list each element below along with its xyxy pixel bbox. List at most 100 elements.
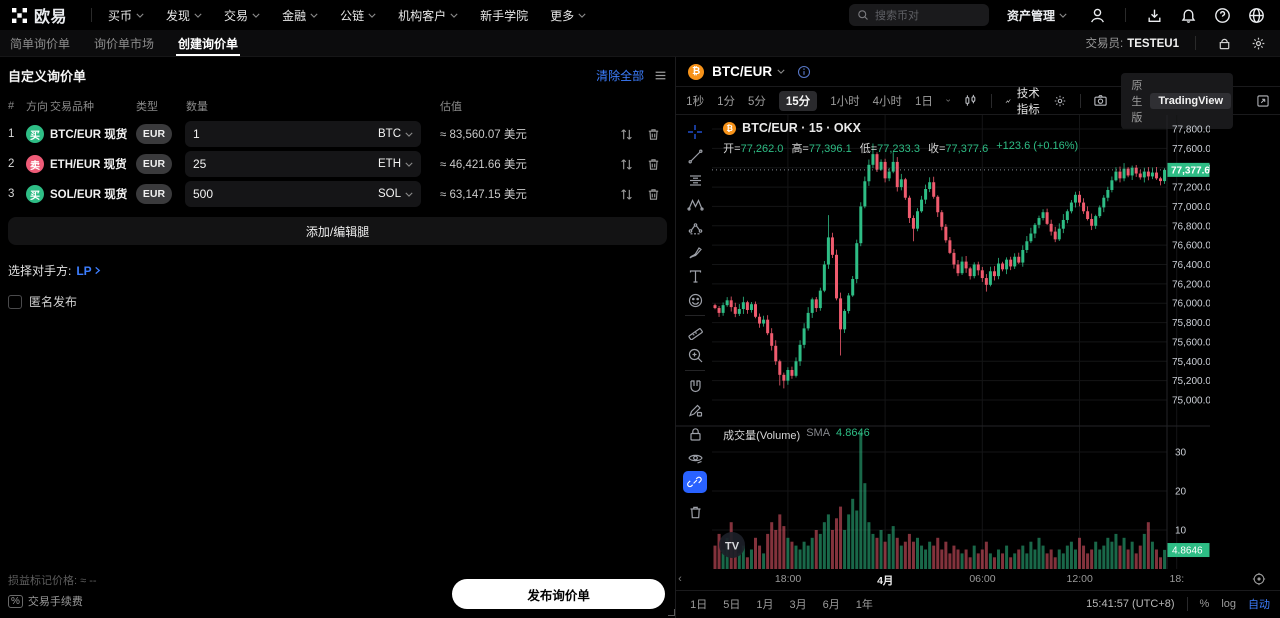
magnet-tool-icon[interactable] xyxy=(682,374,708,398)
interval-1m[interactable]: 1分 xyxy=(717,95,735,108)
download-app-icon[interactable] xyxy=(1142,3,1166,27)
indicators-button[interactable]: 技术指标 xyxy=(1005,85,1040,117)
collapse-panel-icon[interactable]: ‹ xyxy=(678,573,682,585)
menu-discover[interactable]: 发现 xyxy=(166,7,202,24)
swap-side-icon[interactable] xyxy=(619,187,634,202)
time-axis[interactable]: ‹ 18:00 4月 06:00 12:00 18: xyxy=(676,569,1280,591)
screenshot-icon[interactable] xyxy=(1093,93,1108,108)
interval-5m[interactable]: 5分 xyxy=(747,95,766,108)
anonymous-checkbox[interactable] xyxy=(8,294,22,309)
pair-info-icon[interactable] xyxy=(797,65,811,79)
menu-chain[interactable]: 公链 xyxy=(340,7,376,24)
menu-academy[interactable]: 新手学院 xyxy=(480,8,529,23)
fullscreen-icon[interactable] xyxy=(1256,94,1270,108)
add-edit-legs-button[interactable]: 添加/编辑腿 xyxy=(8,217,668,245)
publish-rfq-button[interactable]: 发布询价单 xyxy=(452,579,666,609)
menu-finance[interactable]: 金融 xyxy=(282,7,318,24)
trader-name: TESTEU1 xyxy=(1127,38,1179,50)
amount-input[interactable]: 1 BTC xyxy=(185,121,421,147)
zoom-in-tool-icon[interactable] xyxy=(682,343,708,367)
time-axis-label: 18:00 xyxy=(774,573,802,585)
emoji-tool-icon[interactable] xyxy=(682,288,708,312)
svg-text:76,600.0: 76,600.0 xyxy=(1172,241,1210,252)
amount-input[interactable]: 500 SOL xyxy=(185,181,421,207)
log-scale-toggle[interactable]: log xyxy=(1221,598,1236,610)
type-pill[interactable]: EUR xyxy=(136,184,172,204)
more-intervals-icon[interactable] xyxy=(946,98,951,103)
crosshair-tool-icon[interactable] xyxy=(682,120,708,144)
interval-1d[interactable]: 1日 xyxy=(915,95,933,108)
trendline-tool-icon[interactable] xyxy=(682,144,708,168)
assets-menu[interactable]: 资产管理 xyxy=(1007,7,1067,24)
go-to-realtime-icon[interactable] xyxy=(1252,572,1266,591)
leg-valuation: ≈ 83,560.07 美元 xyxy=(440,129,527,141)
divider xyxy=(685,315,706,316)
type-pill[interactable]: EUR xyxy=(136,124,172,144)
amount-input[interactable]: 25 ETH xyxy=(185,151,421,177)
text-tool-icon[interactable] xyxy=(682,264,708,288)
unit-selector[interactable]: ETH xyxy=(378,158,413,170)
interval-1s[interactable]: 1秒 xyxy=(686,95,705,108)
language-globe-icon[interactable] xyxy=(1244,3,1268,27)
chart-settings-icon[interactable] xyxy=(1053,94,1067,108)
help-icon[interactable] xyxy=(1210,3,1234,27)
delete-leg-icon[interactable] xyxy=(646,187,661,202)
menu-trade[interactable]: 交易 xyxy=(224,7,260,24)
unit-selector[interactable]: BTC xyxy=(378,128,413,140)
range-6mo[interactable]: 6月 xyxy=(822,599,840,611)
remove-drawings-icon[interactable] xyxy=(682,500,708,524)
interval-1h[interactable]: 1小时 xyxy=(830,95,860,108)
profile-icon[interactable] xyxy=(1085,3,1109,27)
measure-tool-icon[interactable] xyxy=(682,319,708,343)
auto-scale-toggle[interactable]: 自动 xyxy=(1248,599,1270,611)
brush-tool-icon[interactable] xyxy=(682,240,708,264)
lock-all-icon[interactable] xyxy=(682,422,708,446)
menu-buy-crypto[interactable]: 买币 xyxy=(108,7,144,24)
menu-institutional[interactable]: 机构客户 xyxy=(398,7,458,24)
panel-menu-icon[interactable] xyxy=(654,69,667,82)
pair-selector[interactable]: ETH/EUR 现货 xyxy=(50,156,130,172)
percent-scale-toggle[interactable]: % xyxy=(1199,598,1210,610)
chart-style-icon[interactable] xyxy=(963,93,978,108)
resize-handle[interactable] xyxy=(668,609,676,616)
okx-logo[interactable]: 欧易 xyxy=(12,3,67,27)
pair-title-dropdown[interactable]: BTC/EUR xyxy=(712,64,785,79)
top-navbar: 欧易 买币 发现 交易 金融 公链 机构客户 新手学院 更多 搜索币对 资产管理 xyxy=(0,0,1280,30)
pair-selector[interactable]: BTC/EUR 现货 xyxy=(50,126,130,142)
interval-4h[interactable]: 4小时 xyxy=(872,95,902,108)
tab-simple-rfq[interactable]: 简单询价单 xyxy=(10,36,71,51)
swap-side-icon[interactable] xyxy=(619,127,634,142)
search-input[interactable]: 搜索币对 xyxy=(848,4,989,26)
settings-gear-icon[interactable] xyxy=(1246,31,1270,55)
chart-clock[interactable]: 15:41:57 (UTC+8) xyxy=(1086,598,1175,610)
swap-side-icon[interactable] xyxy=(619,157,634,172)
tab-create-rfq[interactable]: 创建询价单 xyxy=(176,30,241,56)
hide-drawings-icon[interactable] xyxy=(682,446,708,470)
type-pill[interactable]: EUR xyxy=(136,154,172,174)
pattern-tool-icon[interactable] xyxy=(682,192,708,216)
tab-rfq-market[interactable]: 询价单市场 xyxy=(94,36,155,51)
desk-icon[interactable] xyxy=(1212,31,1236,55)
tradingview-option[interactable]: TradingView xyxy=(1150,92,1231,109)
interval-15m[interactable]: 15分 xyxy=(778,90,818,111)
unit-selector[interactable]: SOL xyxy=(378,188,413,200)
delete-leg-icon[interactable] xyxy=(646,157,661,172)
pair-selector[interactable]: SOL/EUR 现货 xyxy=(50,186,130,202)
delete-leg-icon[interactable] xyxy=(646,127,661,142)
sync-drawings-icon[interactable] xyxy=(683,471,708,493)
range-1mo[interactable]: 1月 xyxy=(756,599,774,611)
clear-all-link[interactable]: 清除全部 xyxy=(596,68,645,83)
range-3mo[interactable]: 3月 xyxy=(789,599,807,611)
draw-lock-icon[interactable] xyxy=(682,398,708,422)
native-chart-option[interactable]: 原生版 xyxy=(1131,79,1143,124)
range-1y[interactable]: 1年 xyxy=(855,599,873,611)
price-chart-svg[interactable]: 75,000.0 75,200.0 75,400.0 75,600.0 75,800.0… xyxy=(676,115,1211,569)
menu-more[interactable]: 更多 xyxy=(550,7,586,24)
position-tool-icon[interactable] xyxy=(682,216,708,240)
range-1d[interactable]: 1日 xyxy=(690,599,708,611)
pnl-mark-label: 损益标记价格: xyxy=(8,575,78,587)
range-5d[interactable]: 5日 xyxy=(723,599,741,611)
notifications-icon[interactable] xyxy=(1176,3,1200,27)
counterparty-selector[interactable]: LP xyxy=(76,264,101,278)
fib-tool-icon[interactable] xyxy=(682,168,708,192)
